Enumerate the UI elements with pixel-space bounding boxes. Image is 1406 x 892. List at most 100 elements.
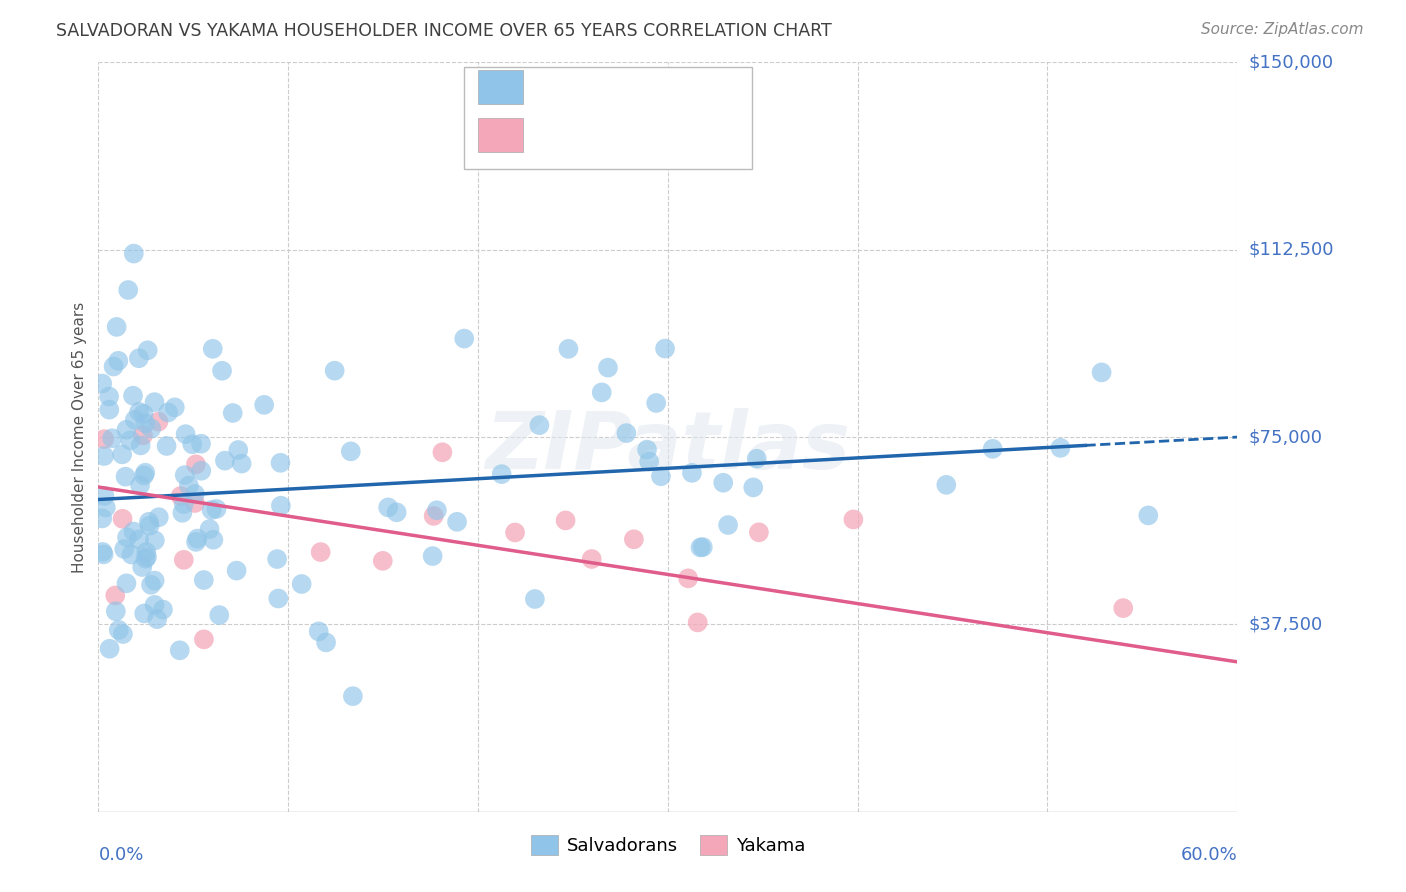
Point — [139, 578, 162, 592]
Point — [103, 359, 125, 374]
Point — [98, 389, 121, 403]
Point — [128, 533, 150, 547]
Point — [309, 545, 332, 559]
Point — [143, 533, 166, 548]
Point — [155, 439, 177, 453]
Point — [201, 503, 224, 517]
Point — [323, 364, 346, 378]
Point — [111, 447, 134, 461]
Point — [117, 283, 139, 297]
Point — [654, 342, 676, 356]
Point — [124, 413, 146, 427]
Point — [122, 389, 145, 403]
Point — [143, 598, 166, 612]
Point — [446, 515, 468, 529]
Point — [104, 604, 127, 618]
Point — [93, 489, 115, 503]
Point — [177, 478, 200, 492]
Point — [426, 503, 449, 517]
Text: N =: N = — [640, 78, 692, 96]
Point — [342, 689, 364, 703]
Point — [173, 553, 195, 567]
Point — [208, 608, 231, 623]
Point — [371, 554, 394, 568]
Point — [101, 431, 124, 445]
Text: $37,500: $37,500 — [1249, 615, 1323, 633]
Point — [557, 342, 579, 356]
Point — [152, 602, 174, 616]
Point — [270, 499, 292, 513]
Point — [105, 319, 128, 334]
Point — [638, 454, 661, 468]
Point — [554, 513, 576, 527]
Point — [981, 442, 1004, 456]
Text: R =: R = — [534, 78, 574, 96]
Point — [453, 332, 475, 346]
Point — [686, 615, 709, 630]
Point — [742, 480, 765, 494]
Point — [129, 478, 152, 492]
Text: 0.0%: 0.0% — [98, 847, 143, 864]
Point — [134, 466, 156, 480]
Point — [935, 478, 957, 492]
Point — [385, 505, 408, 519]
Point — [91, 376, 114, 391]
Point — [181, 437, 204, 451]
Point — [711, 475, 734, 490]
Point — [616, 426, 638, 441]
Point — [174, 427, 197, 442]
Point — [173, 468, 195, 483]
Point — [253, 398, 276, 412]
Text: SALVADORAN VS YAKAMA HOUSEHOLDER INCOME OVER 65 YEARS CORRELATION CHART: SALVADORAN VS YAKAMA HOUSEHOLDER INCOME … — [56, 22, 832, 40]
Point — [91, 545, 114, 559]
Point — [115, 576, 138, 591]
Point — [186, 532, 208, 546]
Point — [141, 421, 163, 435]
Point — [136, 343, 159, 358]
Point — [184, 496, 207, 510]
Point — [91, 511, 114, 525]
Point — [135, 551, 157, 566]
Point — [134, 607, 156, 621]
Point — [104, 589, 127, 603]
Text: 125: 125 — [689, 78, 723, 96]
Point — [107, 353, 129, 368]
Point — [748, 525, 770, 540]
Point — [163, 401, 186, 415]
Y-axis label: Householder Income Over 65 years: Householder Income Over 65 years — [72, 301, 87, 573]
Point — [190, 436, 212, 450]
Point — [205, 502, 228, 516]
Point — [138, 518, 160, 533]
Point — [308, 624, 330, 639]
Point — [128, 405, 150, 419]
Point — [93, 432, 115, 446]
Legend: Salvadorans, Yakama: Salvadorans, Yakama — [523, 828, 813, 863]
Point — [132, 428, 155, 442]
Point — [581, 552, 603, 566]
Point — [173, 497, 195, 511]
Point — [98, 641, 121, 656]
Point — [112, 541, 135, 556]
Point — [143, 395, 166, 409]
Text: $150,000: $150,000 — [1249, 54, 1333, 71]
Point — [650, 469, 672, 483]
Text: 23: 23 — [689, 126, 711, 144]
Point — [143, 574, 166, 588]
Point — [122, 246, 145, 260]
Point — [689, 541, 711, 555]
Point — [184, 458, 207, 472]
Point — [184, 487, 207, 501]
Point — [214, 453, 236, 467]
Point — [226, 442, 249, 457]
Text: $75,000: $75,000 — [1249, 428, 1323, 446]
Point — [266, 552, 288, 566]
Point — [503, 525, 526, 540]
Point — [132, 407, 155, 421]
Point — [135, 545, 157, 559]
Point — [148, 415, 170, 429]
Point — [129, 438, 152, 452]
Point — [138, 515, 160, 529]
Point — [491, 467, 513, 482]
Point — [202, 533, 225, 547]
Point — [136, 549, 159, 564]
